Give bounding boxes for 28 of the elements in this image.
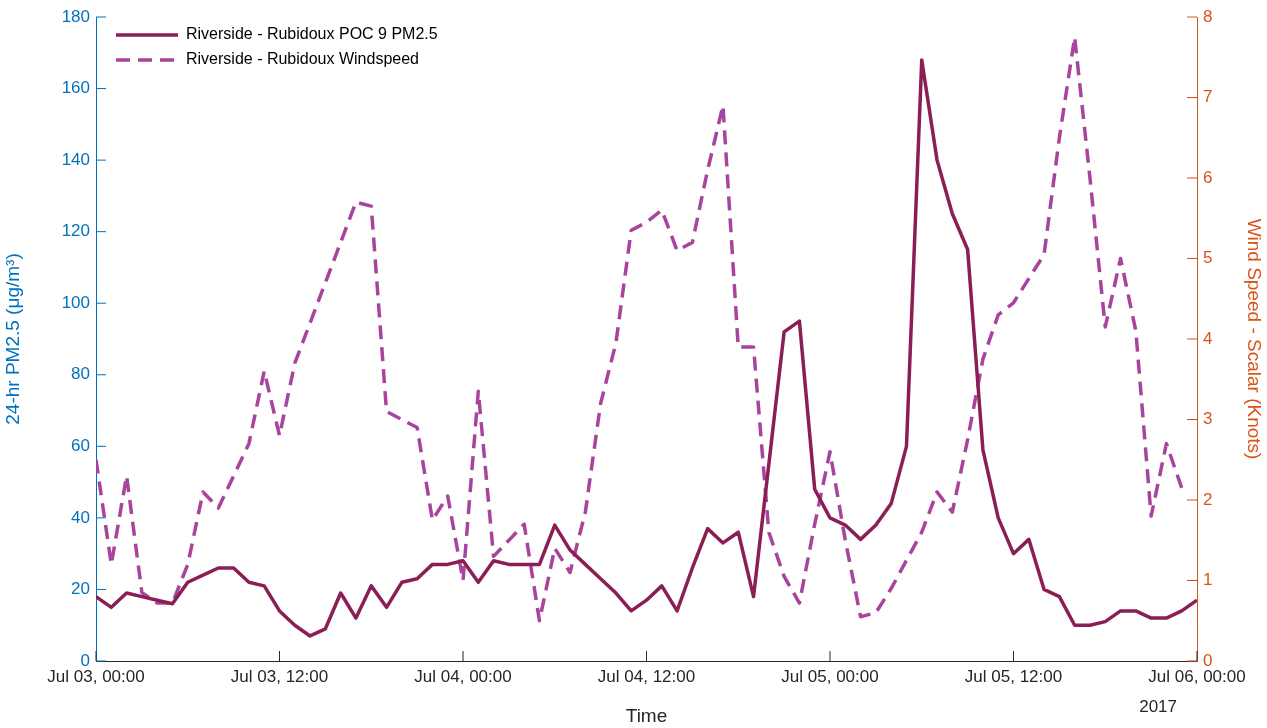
- y2-tick-label: 1: [1203, 570, 1213, 590]
- y2-tick-label: 7: [1203, 87, 1213, 107]
- y-tick-label: 60: [71, 436, 90, 456]
- y-tick-label: 40: [71, 507, 90, 527]
- y2-tick-label: 5: [1203, 248, 1213, 268]
- x-axis-title: Time: [625, 704, 668, 726]
- y-tick-label: 180: [61, 6, 90, 26]
- y2-tick-label: 4: [1203, 328, 1213, 348]
- x-tick-label: Jul 05, 00:00: [781, 666, 879, 686]
- y-axis-title: 24-hr PM2.5 (μg/m³): [1, 253, 23, 425]
- y2-tick-label: 8: [1203, 6, 1213, 26]
- y-tick-label: 120: [61, 221, 90, 241]
- legend-label: Riverside - Rubidoux Windspeed: [186, 50, 419, 68]
- legend-label: Riverside - Rubidoux POC 9 PM2.5: [186, 25, 438, 43]
- x-tick-label: Jul 05, 12:00: [964, 666, 1063, 686]
- y2-tick-label: 3: [1203, 409, 1213, 429]
- y-tick-label: 20: [71, 579, 90, 599]
- x-tick-label: Jul 04, 00:00: [414, 666, 512, 686]
- x-tick-label: Jul 03, 12:00: [230, 666, 329, 686]
- y-tick-label: 100: [61, 292, 90, 312]
- y-tick-label: 160: [61, 78, 90, 98]
- y-tick-label: 80: [71, 364, 90, 384]
- y2-tick-label: 2: [1203, 489, 1213, 509]
- y2-axis-title: Wind Speed - Scalar (Knots): [1244, 218, 1266, 460]
- y-tick-label: 140: [61, 149, 90, 169]
- y2-tick-label: 6: [1203, 167, 1213, 187]
- text: 2017: [1139, 697, 1177, 717]
- x-tick-label: Jul 04, 12:00: [597, 666, 696, 686]
